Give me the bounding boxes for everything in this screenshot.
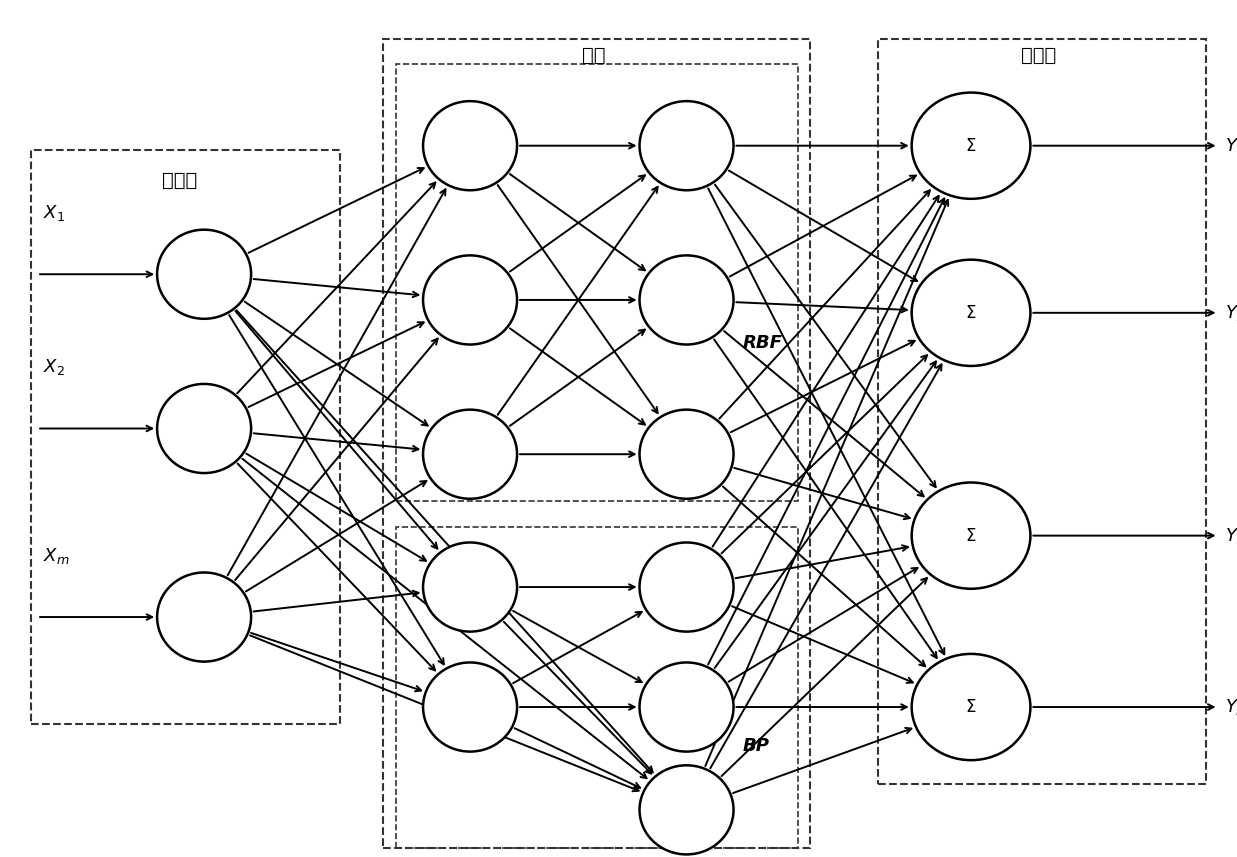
Ellipse shape <box>423 662 517 752</box>
Ellipse shape <box>640 765 734 854</box>
Bar <box>878 39 1206 784</box>
Text: $X_m$: $X_m$ <box>43 546 69 566</box>
Ellipse shape <box>912 654 1030 760</box>
Ellipse shape <box>157 230 251 319</box>
Text: $\Sigma$: $\Sigma$ <box>965 303 977 322</box>
Bar <box>396 64 798 501</box>
Ellipse shape <box>640 255 734 345</box>
Text: $Y_3$: $Y_3$ <box>1225 525 1237 546</box>
Ellipse shape <box>157 384 251 473</box>
Text: $Y_1$: $Y_1$ <box>1225 135 1237 156</box>
Bar <box>383 39 810 848</box>
Text: 隐层: 隐层 <box>583 46 605 65</box>
Ellipse shape <box>423 255 517 345</box>
Ellipse shape <box>912 93 1030 199</box>
Text: RBF: RBF <box>742 333 782 352</box>
Ellipse shape <box>912 260 1030 366</box>
Text: 输入层: 输入层 <box>162 171 197 189</box>
Text: $\Sigma$: $\Sigma$ <box>965 526 977 545</box>
Ellipse shape <box>157 572 251 662</box>
Bar <box>31 150 340 724</box>
Text: $\Sigma$: $\Sigma$ <box>965 698 977 716</box>
Bar <box>396 527 798 848</box>
Text: BP: BP <box>742 736 769 755</box>
Text: $\Sigma$: $\Sigma$ <box>965 136 977 155</box>
Text: $X_2$: $X_2$ <box>43 357 66 377</box>
Text: 输出层: 输出层 <box>1022 46 1056 65</box>
Ellipse shape <box>640 410 734 499</box>
Ellipse shape <box>640 101 734 190</box>
Ellipse shape <box>912 482 1030 589</box>
Ellipse shape <box>423 101 517 190</box>
Ellipse shape <box>640 662 734 752</box>
Ellipse shape <box>640 542 734 632</box>
Ellipse shape <box>423 410 517 499</box>
Text: $Y_2$: $Y_2$ <box>1225 303 1237 323</box>
Text: $X_1$: $X_1$ <box>43 203 66 223</box>
Ellipse shape <box>423 542 517 632</box>
Text: $Y_n$: $Y_n$ <box>1225 697 1237 717</box>
